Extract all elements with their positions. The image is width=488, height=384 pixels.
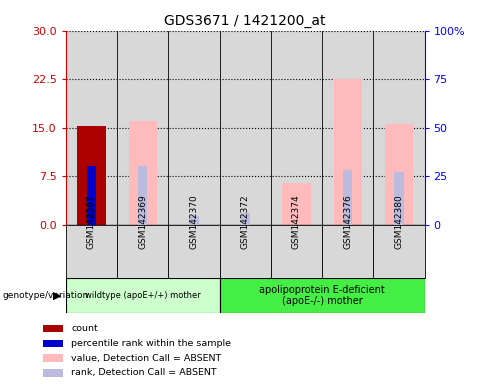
Bar [66, 225, 117, 278]
Text: percentile rank within the sample: percentile rank within the sample [71, 339, 231, 348]
Text: GSM142380: GSM142380 [394, 194, 404, 249]
Bar [373, 225, 425, 278]
Bar [129, 121, 157, 225]
Bar [78, 126, 105, 225]
Text: GSM142367: GSM142367 [87, 194, 96, 249]
Bar [394, 172, 404, 225]
Text: wildtype (apoE+/+) mother: wildtype (apoE+/+) mother [85, 291, 201, 300]
Bar [66, 31, 117, 225]
Text: apolipoprotein E-deficient
(apoE-/-) mother: apolipoprotein E-deficient (apoE-/-) mot… [259, 285, 385, 306]
Text: GSM142372: GSM142372 [241, 194, 250, 249]
Text: GSM142376: GSM142376 [343, 194, 352, 249]
Bar [43, 339, 62, 347]
Bar [271, 31, 322, 225]
Bar [271, 225, 322, 278]
Bar [43, 325, 62, 332]
Bar [343, 170, 352, 225]
Text: value, Detection Call = ABSENT: value, Detection Call = ABSENT [71, 354, 222, 362]
Bar [385, 124, 413, 225]
Text: ▶: ▶ [53, 291, 61, 301]
Bar [334, 79, 362, 225]
Bar [117, 225, 168, 278]
Bar [220, 225, 271, 278]
Bar [322, 31, 373, 225]
Bar [189, 216, 199, 225]
Title: GDS3671 / 1421200_at: GDS3671 / 1421200_at [164, 14, 326, 28]
Bar [283, 183, 310, 225]
Text: rank, Detection Call = ABSENT: rank, Detection Call = ABSENT [71, 368, 217, 377]
Text: count: count [71, 324, 98, 333]
Bar [220, 278, 425, 313]
Text: genotype/variation: genotype/variation [2, 291, 89, 300]
Text: GSM142370: GSM142370 [189, 194, 199, 249]
Bar [43, 354, 62, 362]
Bar [168, 225, 220, 278]
Bar [168, 31, 220, 225]
Bar [43, 369, 62, 377]
Bar [322, 225, 373, 278]
Text: GSM142369: GSM142369 [138, 194, 147, 249]
Bar [220, 31, 271, 225]
Bar [117, 31, 168, 225]
Bar [87, 167, 96, 225]
Bar [138, 167, 147, 225]
Bar [241, 213, 250, 225]
Text: GSM142374: GSM142374 [292, 194, 301, 249]
Bar [66, 278, 220, 313]
Bar [373, 31, 425, 225]
